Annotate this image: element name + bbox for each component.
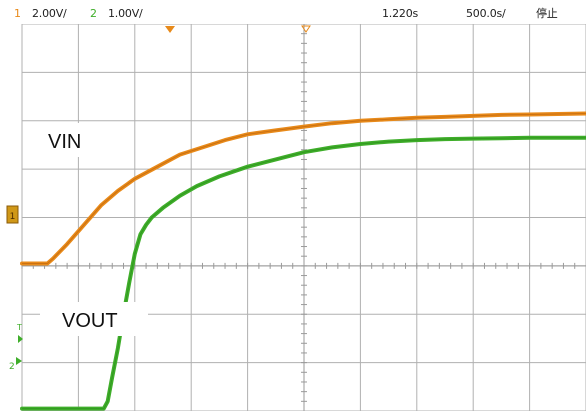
status-bar: 1 2.00V/ 2 1.00V/ 1.220s 500.0s/ 停止 <box>0 0 586 24</box>
ch2-number: 2 <box>90 7 97 20</box>
vin-label: VIN <box>48 131 81 153</box>
time-offset: 1.220s <box>382 7 419 20</box>
vout-label: VOUT <box>62 310 118 332</box>
scope-display: 1 T 2 VIN VOUT <box>6 24 586 411</box>
trace-core-vin <box>22 113 586 264</box>
ch2-marker-label: 2 <box>9 362 15 372</box>
traces <box>20 111 586 411</box>
time-reference-marker <box>301 25 311 33</box>
graticule <box>21 24 586 411</box>
trigger-level-marker: T <box>16 323 23 343</box>
trigger-position-marker <box>165 26 175 33</box>
vin-label-box: VIN <box>38 123 108 157</box>
time-scale: 500.0s/ <box>466 7 506 20</box>
run-state: 停止 <box>536 7 558 20</box>
trigger-level-label: T <box>16 323 22 332</box>
ch2-scale: 1.00V/ <box>108 7 143 20</box>
vout-label-box: VOUT <box>40 302 148 336</box>
ch1-scale: 2.00V/ <box>32 7 67 20</box>
ch1-marker-label: 1 <box>10 212 16 222</box>
ch1-number: 1 <box>14 7 21 20</box>
ch2-ground-marker: 2 <box>9 357 22 372</box>
trace-core-vout <box>22 137 586 410</box>
ch1-ground-marker: 1 <box>6 205 19 224</box>
